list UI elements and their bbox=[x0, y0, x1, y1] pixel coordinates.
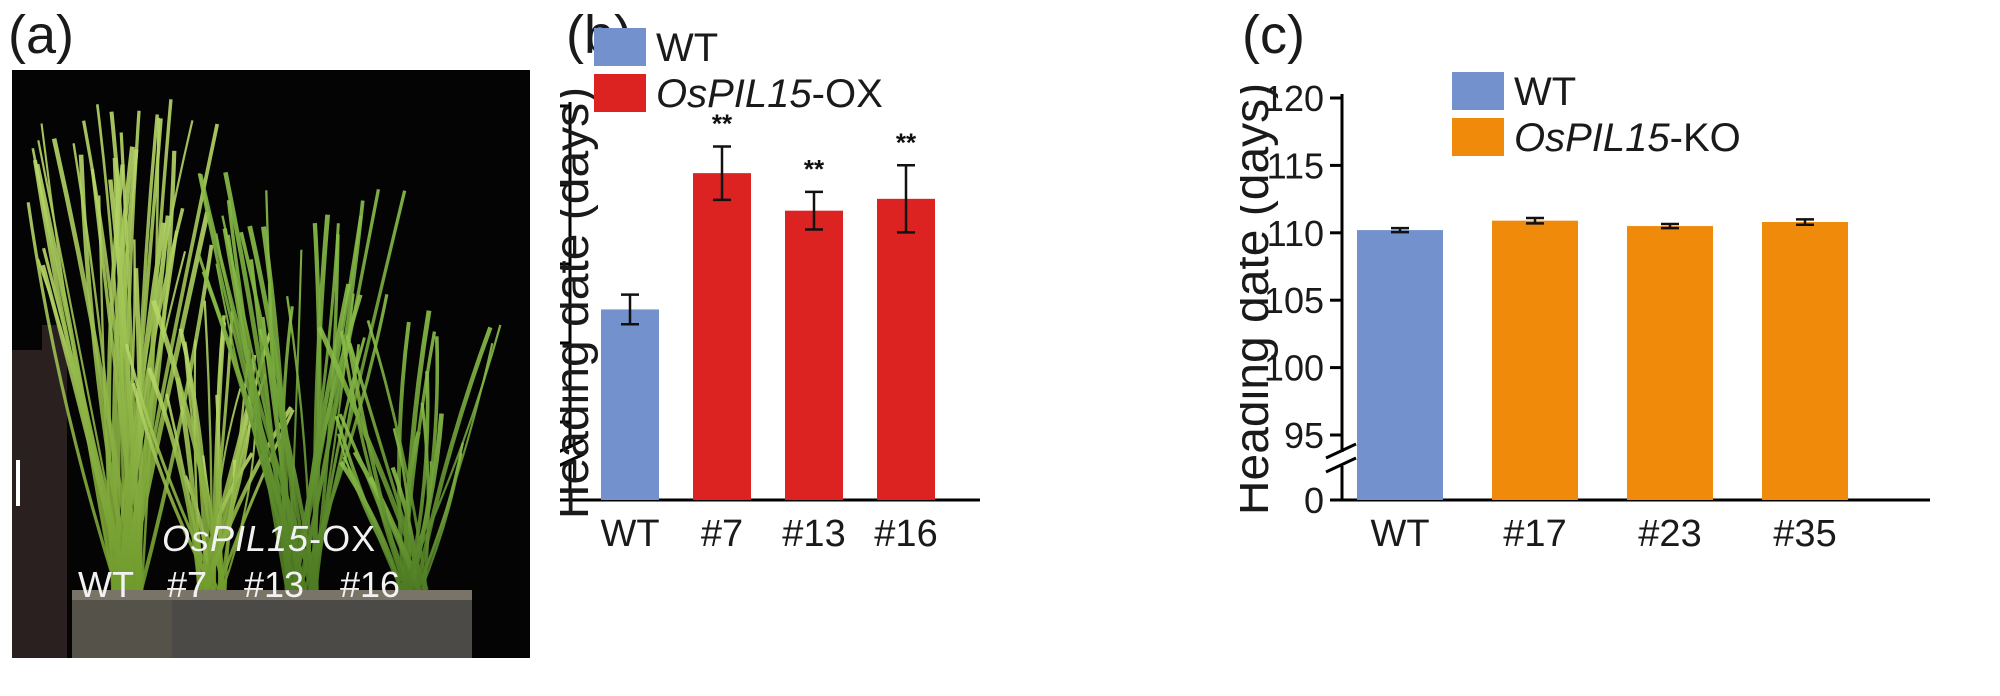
leaf-0-29 bbox=[78, 154, 134, 591]
leaf-2-14 bbox=[296, 200, 365, 591]
x-tick-label-wt: WT bbox=[600, 513, 659, 555]
photo-label-16: #16 bbox=[340, 564, 401, 605]
leaf-0-30 bbox=[40, 123, 116, 591]
x-tick-label-n7: #7 bbox=[701, 513, 743, 555]
leaf-3-9 bbox=[366, 319, 428, 591]
legend-label-1: OsPIL15-KO bbox=[1514, 116, 1741, 160]
heading-date-chart-ko: 95 100 105 110 115 120 0 Heading date (days) WT #… bbox=[1240, 70, 1930, 555]
axis-break-mark-2 bbox=[1325, 456, 1357, 474]
legend-swatch-0 bbox=[1452, 72, 1504, 110]
y-tick-label-105: 105 bbox=[1264, 280, 1324, 321]
photo-label-7: #7 bbox=[167, 564, 208, 605]
bar-n16 bbox=[877, 198, 935, 500]
y-axis-label: Heading date (days) bbox=[1240, 83, 1279, 515]
leaf-2-30 bbox=[239, 231, 312, 591]
axis-break-mark-1 bbox=[1325, 442, 1357, 460]
y-tick-label-100: 100 bbox=[1264, 348, 1324, 389]
significance-n16: ** bbox=[896, 127, 917, 157]
leaf-0-26 bbox=[26, 202, 119, 591]
leaf-3-20 bbox=[338, 413, 412, 591]
leaf-3-10 bbox=[414, 326, 493, 591]
significance-n13: ** bbox=[804, 154, 825, 184]
heading-date-chart-ox: 1041081121161200Heading date (days)WT**#… bbox=[560, 26, 980, 555]
leaf-1-24 bbox=[175, 377, 203, 591]
leaf-0-38 bbox=[136, 99, 173, 591]
legend-label-0: WT bbox=[1514, 70, 1576, 114]
photo-label-13: #13 bbox=[244, 564, 305, 605]
leaf-0-40 bbox=[111, 146, 135, 591]
legend-swatch-0 bbox=[594, 28, 646, 66]
photo-group-caption: OsPIL15-OX bbox=[162, 518, 376, 560]
legend-swatch-1 bbox=[594, 74, 646, 112]
bar-n35 bbox=[1762, 222, 1848, 501]
y-tick-label-95: 95 bbox=[1284, 415, 1324, 456]
leaf-2-25 bbox=[222, 228, 290, 591]
axis-break-mark-2 bbox=[560, 452, 585, 467]
leaf-3-25 bbox=[405, 371, 430, 591]
y-tick-label-120: 120 bbox=[1264, 78, 1324, 119]
bar-wt bbox=[1357, 230, 1443, 500]
panel-a-label: (a) bbox=[8, 5, 74, 65]
y-tick-label-110: 110 bbox=[1267, 213, 1324, 254]
bar-n23 bbox=[1627, 226, 1713, 500]
leaf-1-21 bbox=[165, 393, 208, 591]
x-tick-label-wt: WT bbox=[1370, 513, 1429, 555]
bar-wt bbox=[601, 309, 659, 500]
x-tick-label-n16: #16 bbox=[874, 513, 937, 555]
leaf-0-22 bbox=[117, 120, 194, 591]
y-tick-label-115: 115 bbox=[1267, 145, 1324, 186]
x-tick-label-n23: #23 bbox=[1638, 513, 1701, 555]
photo-label-wt: WT bbox=[78, 564, 134, 605]
leaf-2-35 bbox=[226, 199, 294, 591]
leaf-1-29 bbox=[124, 343, 220, 591]
leaf-2-31 bbox=[309, 223, 322, 591]
leaf-3-19 bbox=[400, 324, 502, 591]
significance-n7: ** bbox=[712, 108, 733, 138]
legend-label-0: WT bbox=[656, 26, 718, 70]
leaf-3-27 bbox=[417, 442, 465, 591]
bar-n17 bbox=[1492, 220, 1578, 500]
bar-n13 bbox=[785, 210, 843, 501]
photo-caption-gene: OsPIL15 bbox=[162, 518, 310, 559]
leaf-0-39 bbox=[140, 117, 160, 591]
leaf-3-23 bbox=[367, 476, 422, 591]
x-tick-label-n17: #17 bbox=[1503, 513, 1566, 555]
x-tick-label-n13: #13 bbox=[782, 513, 845, 555]
photo-caption-suffix: -OX bbox=[309, 518, 377, 559]
leaf-0-34 bbox=[108, 179, 141, 591]
leaf-3-13 bbox=[342, 456, 403, 591]
x-tick-label-n35: #35 bbox=[1773, 513, 1836, 555]
rice-plants-photo: OsPIL15-OX WT #7 #13 #16 bbox=[12, 70, 530, 658]
legend-swatch-1 bbox=[1452, 118, 1504, 156]
rice-plants-drawing bbox=[12, 70, 530, 658]
y-axis-label: Heading date (days) bbox=[560, 87, 599, 519]
y-tick-label-zero: 0 bbox=[1304, 480, 1324, 521]
leaf-0-41 bbox=[32, 159, 130, 591]
legend-label-1: OsPIL15-OX bbox=[656, 72, 883, 116]
leaf-3-26 bbox=[345, 334, 408, 591]
bar-n7 bbox=[693, 173, 751, 500]
leaf-0-15 bbox=[139, 244, 214, 591]
axis-break-mark-1 bbox=[560, 438, 585, 453]
panel-c-label: (c) bbox=[1242, 5, 1305, 65]
leaf-3-4 bbox=[397, 321, 411, 591]
leaf-2-23 bbox=[201, 270, 304, 591]
